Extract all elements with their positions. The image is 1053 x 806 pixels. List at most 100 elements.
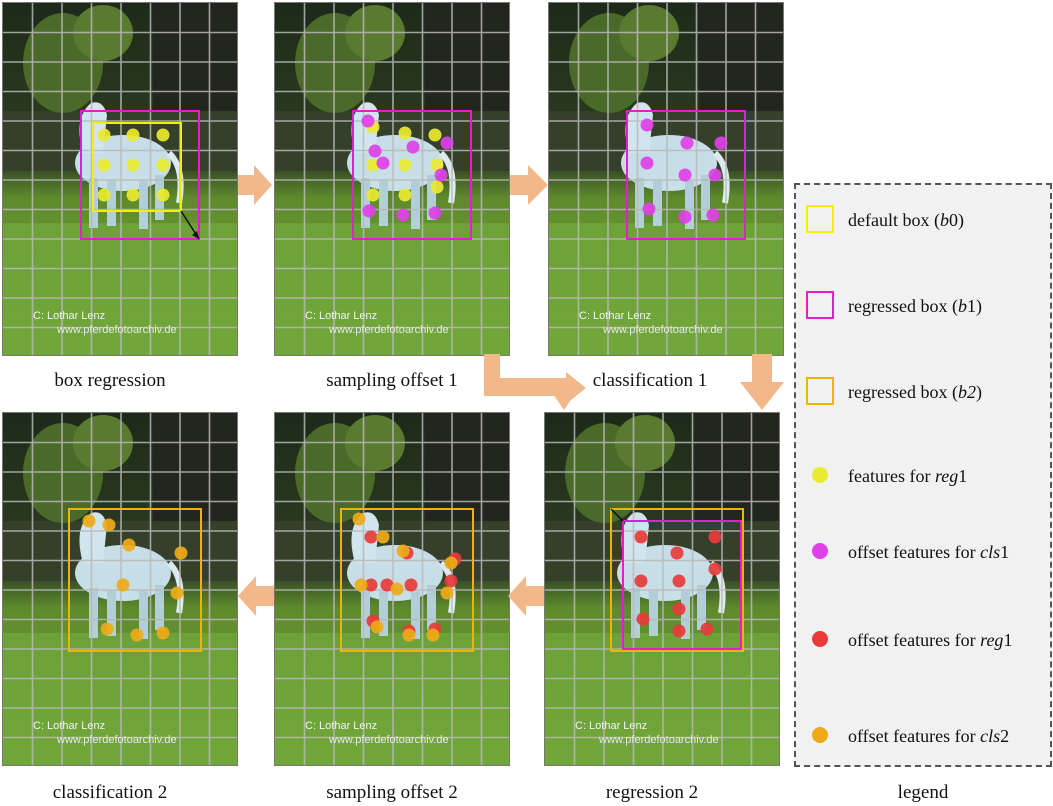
- offset-dot-cls2: [426, 628, 440, 642]
- feature-dot-reg1: [97, 158, 111, 172]
- regressed-box-b2: [340, 508, 474, 652]
- legend-item-offset-cls2: offset features for cls2: [796, 717, 1050, 757]
- watermark-line-2: www.pferdefotoarchiv.de: [602, 324, 723, 336]
- arrow-elbow-down-icon: [484, 354, 586, 410]
- caption-regression-2: regression 2: [605, 782, 699, 803]
- offset-dot-reg1: [634, 574, 648, 588]
- watermark-line-1: C: Lothar Lenz: [579, 310, 651, 322]
- offset-dot-cls1: [640, 156, 654, 170]
- feature-dot-reg1: [398, 158, 412, 172]
- offset-dot-cls2: [122, 538, 136, 552]
- caption-legend: legend: [897, 782, 949, 803]
- feature-dot-reg1: [430, 158, 444, 172]
- offset-dot-cls1: [678, 210, 692, 224]
- grass: [3, 223, 237, 355]
- feature-dot-reg1: [430, 180, 444, 194]
- yellow-dot-icon: [812, 467, 828, 483]
- legend-box: default box (b0) regressed box (b1) regr…: [794, 183, 1052, 767]
- default-box: [92, 122, 182, 212]
- offset-dot-cls2: [370, 620, 384, 634]
- dark-building: [699, 3, 783, 113]
- offset-dot-cls1: [434, 168, 448, 182]
- panel-box-regression: C: Lothar Lenz www.pferdefotoarchiv.de: [2, 2, 238, 356]
- offset-dot-reg1: [364, 530, 378, 544]
- dark-building: [425, 3, 509, 113]
- dark-building: [153, 3, 237, 113]
- offset-dot-cls2: [102, 518, 116, 532]
- regressed-box-b2: [68, 508, 202, 652]
- offset-dot-cls1: [396, 208, 410, 222]
- offset-dot-cls2: [100, 622, 114, 636]
- offset-dot-cls2: [390, 582, 404, 596]
- legend-item-regressed-box-b2: regressed box (b2): [796, 373, 1050, 413]
- offset-dot-cls1: [708, 168, 722, 182]
- grid-overlay: [545, 413, 779, 765]
- offset-dot-cls2: [82, 514, 96, 528]
- legend-item-offset-reg1: offset features for reg1: [796, 621, 1050, 661]
- offset-dot-reg1: [380, 578, 394, 592]
- offset-dot-cls1: [362, 204, 376, 218]
- offset-dot-cls2: [130, 628, 144, 642]
- offset-dot-reg1: [672, 602, 686, 616]
- offset-dot-cls2: [352, 512, 366, 526]
- offset-dot-cls1: [376, 156, 390, 170]
- offset-dot-cls2: [376, 530, 390, 544]
- watermark-line-1: C: Lothar Lenz: [575, 720, 647, 732]
- offset-dot-reg1: [636, 612, 650, 626]
- legend-label-default-box: default box (b0): [848, 210, 964, 230]
- legend-label-features-reg1: features for reg1: [848, 466, 968, 486]
- offset-dot-cls2: [396, 544, 410, 558]
- offset-dot-cls1: [706, 208, 720, 222]
- feature-dot-reg1: [398, 126, 412, 140]
- grass: [549, 223, 783, 355]
- legend-item-regressed-box-b1: regressed box (b1): [796, 287, 1050, 327]
- dark-building: [695, 413, 779, 523]
- legend-item-features-reg1: features for reg1: [796, 457, 1050, 497]
- offset-dot-cls1: [678, 168, 692, 182]
- arrow-left-2-icon: [238, 576, 274, 616]
- offset-dot-cls2: [170, 586, 184, 600]
- arrow-right-2-icon: [510, 165, 548, 205]
- magenta-box-swatch-icon: [806, 291, 834, 319]
- regressed-box-b1: [626, 110, 746, 240]
- caption-sampling-offset-1: sampling offset 1: [326, 370, 458, 391]
- orange-box-swatch-icon: [806, 377, 834, 405]
- offset-dot-reg1: [670, 546, 684, 560]
- watermark-line-1: C: Lothar Lenz: [33, 720, 105, 732]
- regressed-box-b1: [622, 520, 742, 650]
- feature-dot-reg1: [156, 128, 170, 142]
- offset-dot-reg1: [708, 562, 722, 576]
- orange-dot-icon: [812, 727, 828, 743]
- feature-dot-reg1: [126, 128, 140, 142]
- offset-dot-cls2: [156, 626, 170, 640]
- grass: [3, 633, 237, 765]
- offset-dot-reg1: [700, 622, 714, 636]
- regression-arrow-line: [610, 508, 624, 522]
- panel-sampling-offset-2: C: Lothar Lenz www.pferdefotoarchiv.de: [274, 412, 510, 766]
- panel-regression-2: C: Lothar Lenz www.pferdefotoarchiv.de: [544, 412, 780, 766]
- offset-dot-cls2: [116, 578, 130, 592]
- offset-dot-cls1: [428, 206, 442, 220]
- grid-overlay: [275, 413, 509, 765]
- yellow-box-swatch-icon: [806, 205, 834, 233]
- watermark-line-2: www.pferdefotoarchiv.de: [328, 734, 449, 746]
- offset-dot-cls2: [402, 628, 416, 642]
- caption-classification-1: classification 1: [592, 370, 708, 391]
- magenta-dot-icon: [812, 543, 828, 559]
- watermark-line-1: C: Lothar Lenz: [33, 310, 105, 322]
- feature-dot-reg1: [366, 158, 380, 172]
- panel-classification-1: C: Lothar Lenz www.pferdefotoarchiv.de: [548, 2, 784, 356]
- feature-dot-reg1: [156, 158, 170, 172]
- legend-label-offset-cls1: offset features for cls1: [848, 542, 1010, 562]
- dark-building: [153, 413, 237, 523]
- grass: [545, 633, 779, 765]
- offset-dot-cls1: [714, 136, 728, 150]
- feature-dot-reg1: [428, 128, 442, 142]
- offset-dot-reg1: [364, 578, 378, 592]
- watermark-line-2: www.pferdefotoarchiv.de: [56, 324, 177, 336]
- grass: [275, 223, 509, 355]
- feature-dot-reg1: [97, 188, 111, 202]
- offset-dot-cls1: [361, 114, 375, 128]
- arrow-right-1-icon: [238, 165, 272, 205]
- offset-dot-cls2: [440, 586, 454, 600]
